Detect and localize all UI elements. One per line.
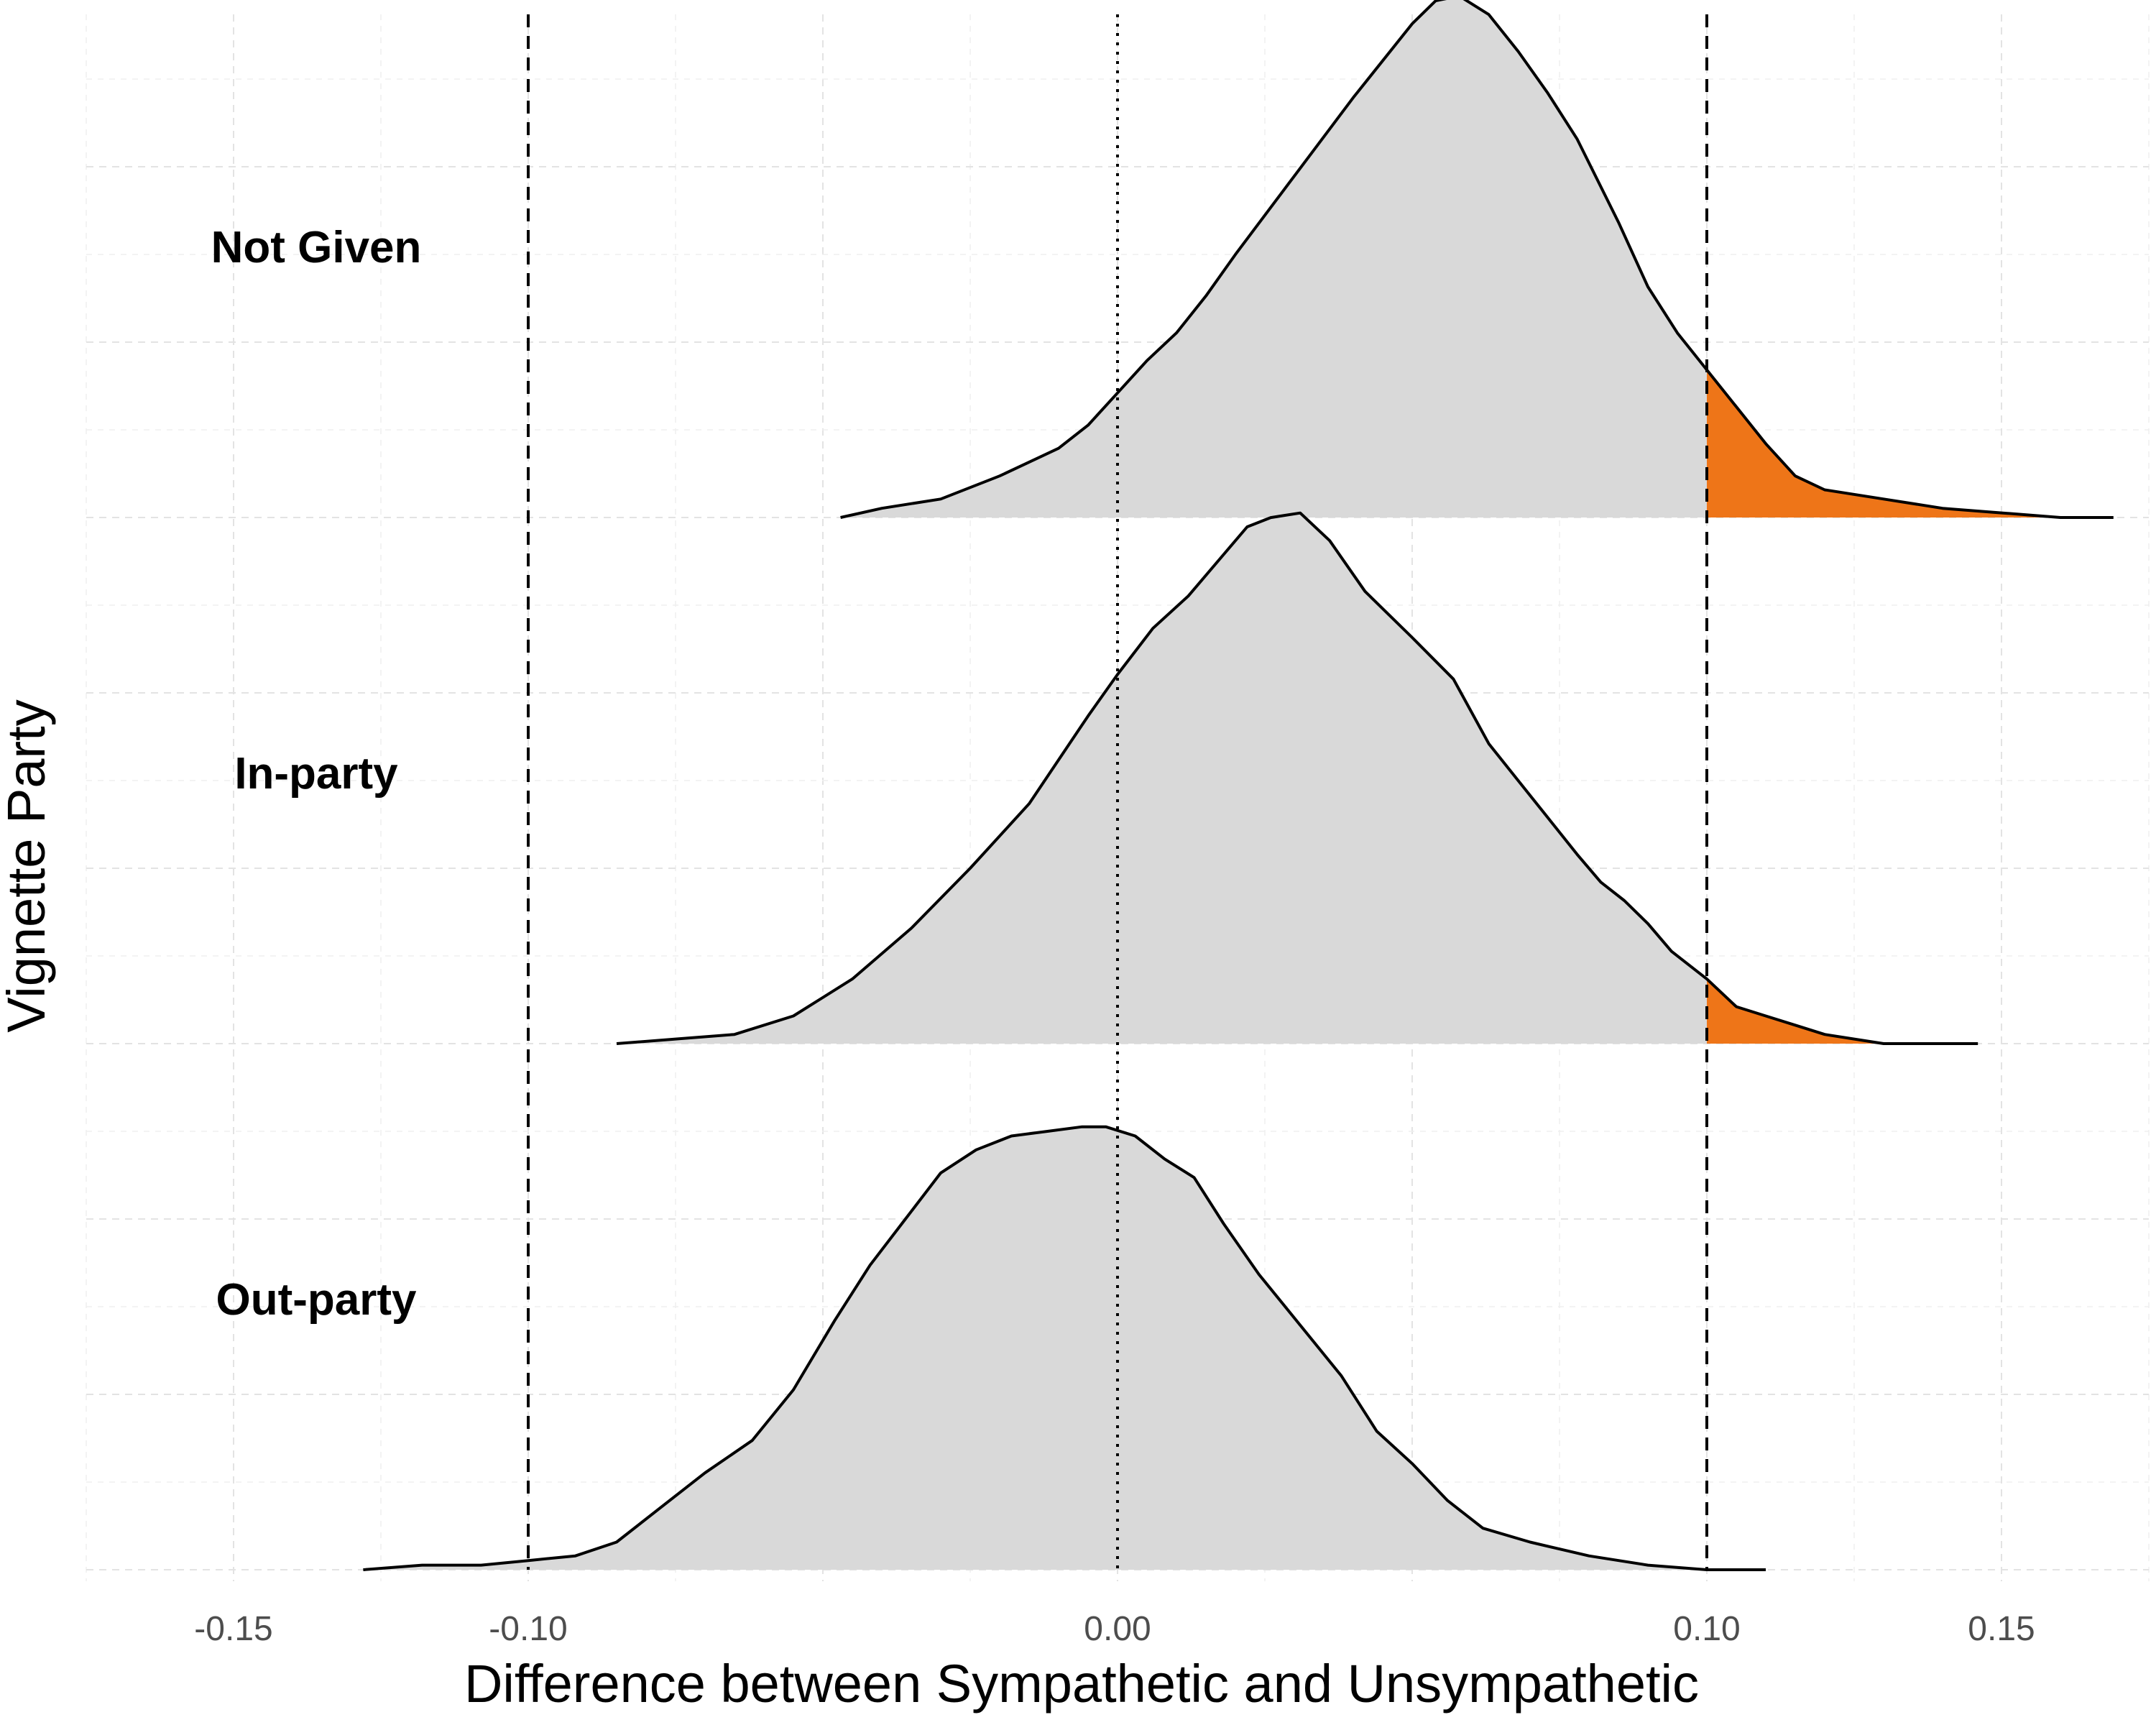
x-axis-title: Difference between Sympathetic and Unsym… <box>464 1654 1699 1714</box>
density-area <box>363 1126 1766 1570</box>
density-outline <box>840 0 2114 519</box>
reference-lines <box>527 14 1708 1570</box>
density-area <box>840 0 2114 518</box>
density-outline <box>616 511 1978 1045</box>
ridge-out-party <box>363 1125 1766 1571</box>
ridge-not-given <box>840 0 2114 519</box>
x-tick-label: 0.00 <box>1084 1610 1151 1648</box>
group-labels: Not Given In-party Out-party <box>211 223 422 1325</box>
density-outline <box>363 1125 1766 1571</box>
x-tick-label: -0.10 <box>489 1610 567 1648</box>
group-label: Not Given <box>211 223 422 272</box>
density-area <box>617 512 1978 1044</box>
group-label: Out-party <box>216 1275 418 1325</box>
x-axis-tick-labels: -0.15 -0.10 0.00 0.10 0.15 <box>194 1610 2035 1648</box>
y-axis-title: Vignette Party <box>0 699 56 1032</box>
ridge-in-party <box>616 511 1978 1045</box>
highlight-tail-area <box>1707 979 1978 1044</box>
highlight-tail-area <box>1707 369 2114 518</box>
x-tick-label: -0.15 <box>194 1610 272 1648</box>
x-tick-label: 0.10 <box>1673 1610 1740 1648</box>
x-tick-label: 0.15 <box>1968 1610 2035 1648</box>
group-label: In-party <box>234 749 398 799</box>
density-ridges <box>363 0 2114 1571</box>
